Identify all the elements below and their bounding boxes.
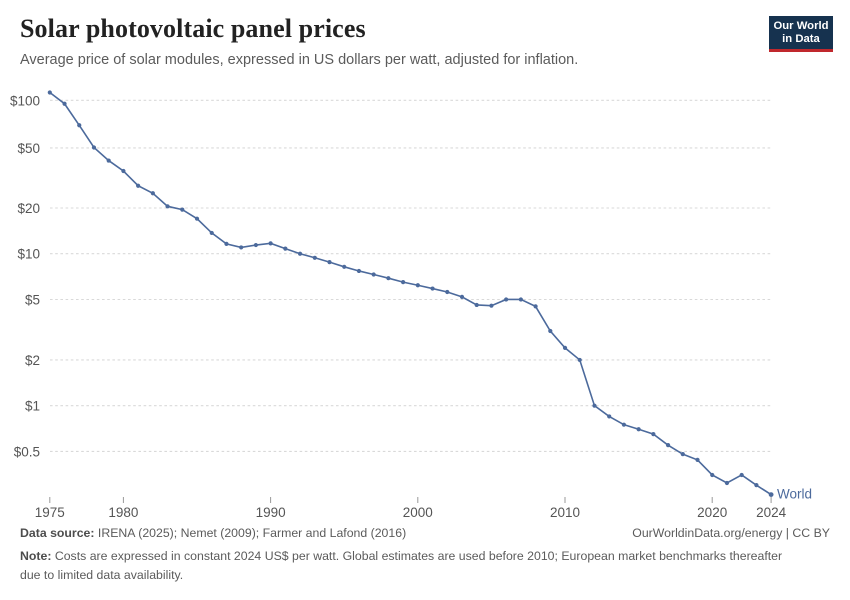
svg-text:$0.5: $0.5 (14, 444, 40, 459)
svg-text:$10: $10 (17, 247, 40, 262)
svg-text:2020: 2020 (697, 505, 727, 520)
svg-text:$2: $2 (25, 353, 40, 368)
svg-text:$20: $20 (17, 201, 40, 216)
svg-text:2010: 2010 (550, 505, 580, 520)
svg-text:World: World (777, 487, 812, 502)
svg-text:1975: 1975 (35, 505, 65, 520)
svg-text:1990: 1990 (256, 505, 286, 520)
svg-text:$50: $50 (17, 141, 40, 156)
svg-text:2000: 2000 (403, 505, 433, 520)
svg-text:$100: $100 (10, 93, 40, 108)
svg-text:$1: $1 (25, 399, 40, 414)
svg-text:1980: 1980 (108, 505, 138, 520)
svg-text:$5: $5 (25, 293, 40, 308)
svg-text:2024: 2024 (756, 505, 787, 520)
